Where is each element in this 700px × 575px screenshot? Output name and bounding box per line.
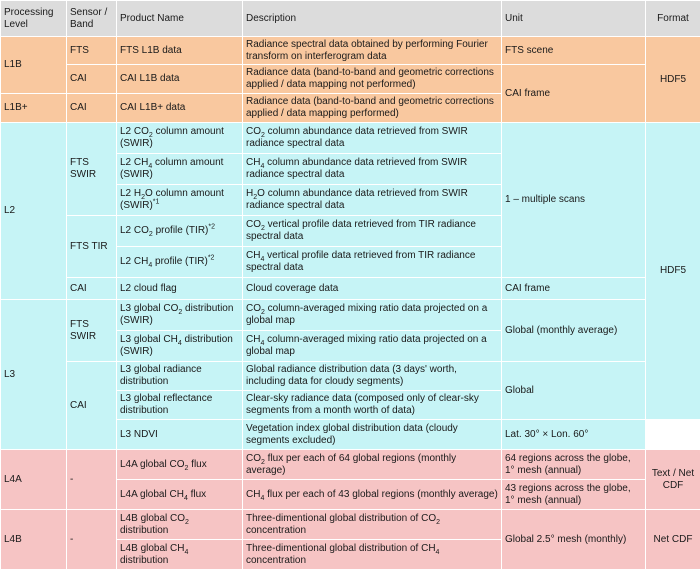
unit-global: Global (501, 361, 646, 420)
table-row: FTS TIR L2 CO2 profile (TIR)*2 CO2 verti… (1, 215, 700, 278)
sensor-fts: FTS (66, 36, 117, 65)
unit-fts-scene: FTS scene (501, 36, 646, 65)
format-l2-l3: HDF5 (645, 122, 700, 420)
desc-l2-co2-profile: CO2 vertical profile data retrieved from… (242, 215, 502, 247)
product-l3-ch4: L3 global CH4 distribution (SWIR) (116, 330, 243, 362)
product-l4a-ch4: L4A global CH4 flux (116, 479, 243, 510)
table-row: L3 FTS SWIR L3 global CO2 distribution (… (0, 299, 700, 450)
level-l4a: L4A (0, 449, 67, 510)
desc-l4b-co2: Three-dimentional global distribution of… (242, 509, 502, 540)
header-unit: Unit (501, 0, 646, 37)
desc-l3-co2: CO2 column-averaged mixing ratio data pr… (242, 299, 502, 331)
table-row: L4B global CH4 distribution Three-diment… (1, 539, 700, 570)
header-description: Description (242, 0, 502, 37)
product-l2-ch4-profile: L2 CH4 profile (TIR)*2 (116, 246, 243, 278)
desc-l3-ch4: CH4 column-averaged mixing ratio data pr… (242, 330, 502, 362)
header-row: Processing Level Sensor / Band Product N… (0, 0, 700, 37)
desc-l3-reflectance: Clear-sky radiance data (composed only o… (242, 390, 502, 420)
format-l1: HDF5 (645, 36, 700, 123)
table-row: L3 NDVI Vegetation index global distribu… (1, 419, 700, 450)
product-l4a-co2: L4A global CO2 flux (116, 449, 243, 480)
table-row: L1B+ CAI CAI L1B+ data Radiance data (ba… (0, 93, 700, 123)
table-row: L3 global reflectance distribution Clear… (1, 390, 700, 420)
table-row: L2 CH4 column amount (SWIR) CH4 column a… (1, 153, 700, 185)
header-processing-level: Processing Level (0, 0, 67, 37)
table-row: L4B - L4B global CO2 distribution Three-… (0, 509, 700, 570)
desc-l3-radiance: Global radiance distribution data (3 day… (242, 361, 502, 391)
table-row: CAI L3 global radiance distribution Glob… (1, 361, 700, 450)
product-l2-co2-column: L2 CO2 column amount (SWIR) (116, 122, 243, 154)
desc-l2-cloud-flag: Cloud coverage data (242, 277, 502, 300)
table-row: L3 global CH4 distribution (SWIR) CH4 co… (1, 330, 700, 362)
sensor-cai-l2: CAI (66, 277, 117, 300)
level-l3: L3 (0, 299, 67, 450)
product-cai-l1bplus: CAI L1B+ data (116, 93, 243, 123)
header-product-name: Product Name (116, 0, 243, 37)
sensor-none-l4a: - (66, 449, 117, 510)
desc-fts-l1b: Radiance spectral data obtained by perfo… (242, 36, 502, 65)
product-l2-ch4-column: L2 CH4 column amount (SWIR) (116, 153, 243, 185)
product-l3-co2: L3 global CO2 distribution (SWIR) (116, 299, 243, 331)
unit-multiple-scans: 1 – multiple scans (501, 122, 646, 278)
unit-global-monthly: Global (monthly average) (501, 299, 646, 362)
sensor-fts-tir: FTS TIR (66, 215, 117, 278)
product-l4b-co2: L4B global CO2 distribution (116, 509, 243, 540)
level-l2: L2 (0, 122, 67, 300)
table-row: L1B FTS FTS L1B data Radiance spectral d… (0, 36, 700, 123)
desc-l2-h2o-column: H2O column abundance data retrieved from… (242, 184, 502, 216)
unit-l4a-64: 64 regions across the globe, 1° mesh (an… (501, 449, 646, 480)
product-l2-co2-profile: L2 CO2 profile (TIR)*2 (116, 215, 243, 247)
table-row: L2 FTS SWIR L2 CO2 column amount (SWIR) … (0, 122, 700, 420)
sensor-none-l4b: - (66, 509, 117, 570)
product-l3-ndvi: L3 NDVI (116, 419, 243, 450)
level-l1bplus: L1B+ (0, 93, 67, 123)
unit-l4a-43: 43 regions across the globe, 1° mesh (an… (501, 479, 646, 510)
level-l4b: L4B (0, 509, 67, 570)
table-row: CAI CAI L1B data Radiance data (band-to-… (1, 64, 700, 123)
format-netcdf: Net CDF (645, 509, 700, 570)
table-row: L4A global CH4 flux CH4 flux per each of… (1, 479, 700, 510)
product-l3-reflectance: L3 global reflectance distribution (116, 390, 243, 420)
sensor-cai-l3: CAI (66, 361, 117, 450)
sensor-fts-swir-l3: FTS SWIR (66, 299, 117, 362)
unit-lat-lon: Lat. 30° × Lon. 60° (501, 419, 646, 450)
desc-cai-l1bplus: Radiance data (band-to-band and geometri… (242, 93, 502, 123)
unit-global-mesh: Global 2.5° mesh (monthly) (501, 509, 646, 570)
sensor-cai: CAI (66, 64, 117, 94)
table-row: L4A - L4A global CO2 flux CO2 flux per e… (0, 449, 700, 510)
unit-cai-frame-l2: CAI frame (501, 277, 646, 300)
format-text-netcdf: Text / Net CDF (645, 449, 700, 510)
table-row: L2 H2O column amount (SWIR)*1 H2O column… (1, 184, 700, 216)
product-cai-l1b: CAI L1B data (116, 64, 243, 94)
level-l1b: L1B (0, 36, 67, 94)
product-l4b-ch4: L4B global CH4 distribution (116, 539, 243, 570)
desc-l3-ndvi: Vegetation index global distribution dat… (242, 419, 502, 450)
table-row: CAI L2 cloud flag Cloud coverage data CA… (1, 277, 700, 300)
desc-l4a-co2: CO2 flux per each of 64 global regions (… (242, 449, 502, 480)
desc-l2-ch4-profile: CH4 vertical profile data retrieved from… (242, 246, 502, 278)
product-l3-radiance: L3 global radiance distribution (116, 361, 243, 391)
desc-l2-ch4-column: CH4 column abundance data retrieved from… (242, 153, 502, 185)
desc-l2-co2-column: CO2 column abundance data retrieved from… (242, 122, 502, 154)
header-sensor-band: Sensor / Band (66, 0, 117, 37)
product-l2-cloud-flag: L2 cloud flag (116, 277, 243, 300)
sensor-cai-plus: CAI (66, 93, 117, 123)
unit-cai-frame: CAI frame (501, 64, 646, 123)
header-format: Format (645, 0, 700, 37)
desc-l4a-ch4: CH4 flux per each of 43 global regions (… (242, 479, 502, 510)
desc-l4b-ch4: Three-dimentional global distribution of… (242, 539, 502, 570)
desc-cai-l1b: Radiance data (band-to-band and geometri… (242, 64, 502, 94)
product-l2-h2o-column: L2 H2O column amount (SWIR)*1 (116, 184, 243, 216)
sensor-fts-swir: FTS SWIR (66, 122, 117, 216)
product-fts-l1b: FTS L1B data (116, 36, 243, 65)
